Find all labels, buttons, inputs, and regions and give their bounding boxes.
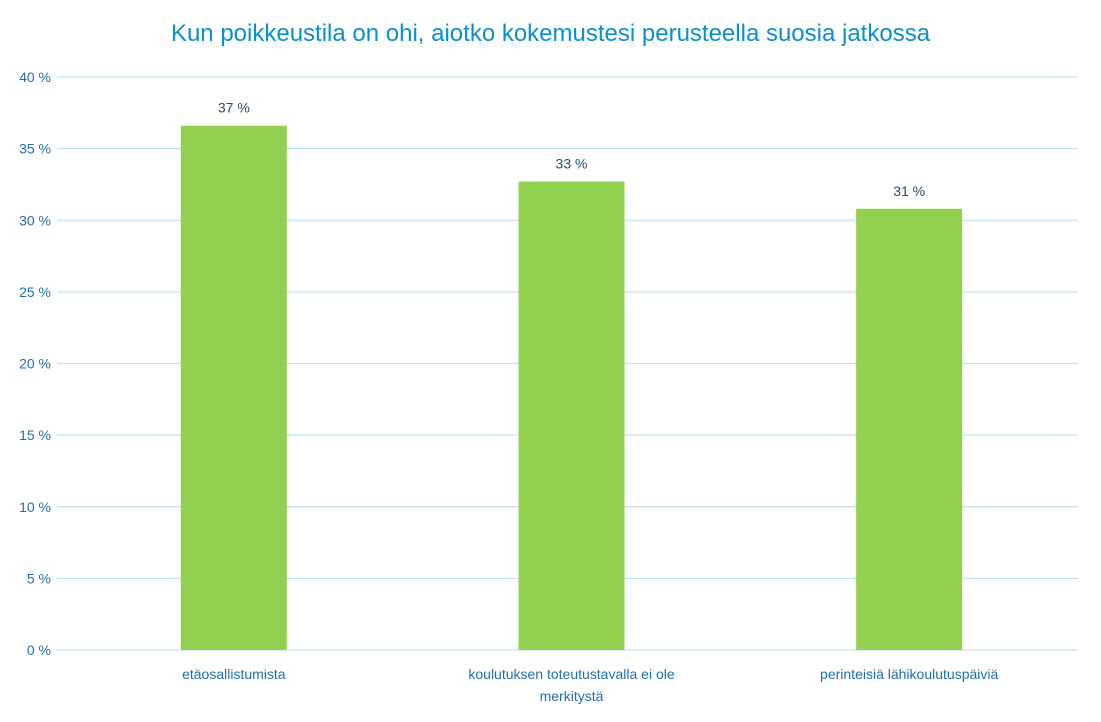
x-tick-label: merkitystä — [540, 688, 604, 704]
x-tick-label: perinteisiä lähikoulutuspäiviä — [820, 666, 998, 682]
data-label: 33 % — [556, 156, 588, 172]
data-label: 37 % — [218, 100, 250, 116]
bar — [856, 208, 963, 651]
chart-title: Kun poikkeustila on ohi, aiotko kokemust… — [170, 20, 931, 47]
y-tick-label: 0 % — [27, 642, 51, 658]
y-tick-label: 20 % — [19, 356, 51, 372]
bar — [180, 125, 287, 650]
x-tick-label: koulutuksen toteutustavalla ei ole — [468, 666, 674, 682]
data-label: 31 % — [893, 183, 925, 199]
y-tick-label: 35 % — [19, 141, 51, 157]
y-tick-label: 10 % — [19, 499, 51, 515]
bar — [518, 181, 625, 650]
y-tick-label: 15 % — [19, 427, 51, 443]
y-tick-label: 40 % — [19, 69, 51, 85]
y-tick-label: 5 % — [27, 570, 51, 586]
y-tick-label: 30 % — [19, 212, 51, 228]
y-tick-label: 25 % — [19, 284, 51, 300]
x-tick-label: etäosallistumista — [182, 666, 286, 682]
